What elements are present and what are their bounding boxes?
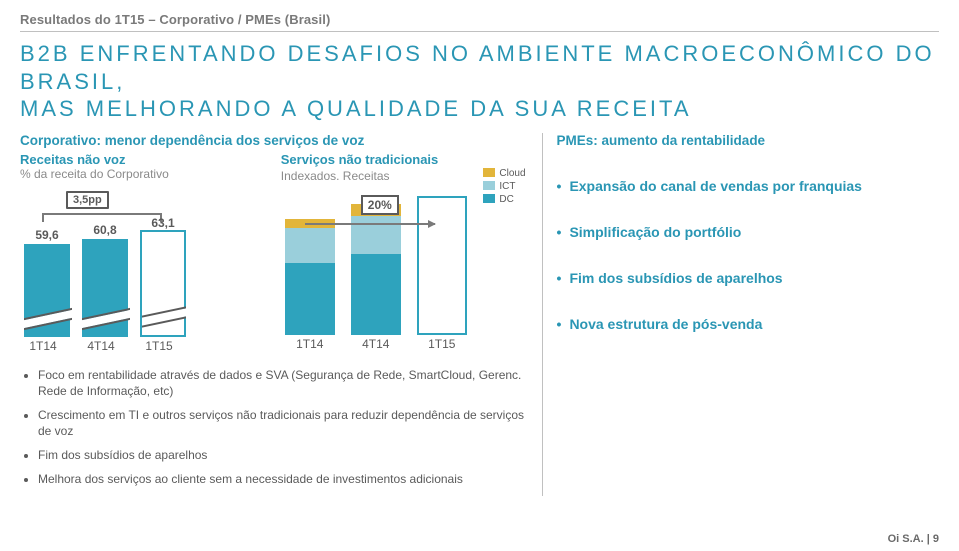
chartA-xlabel: 4T14 bbox=[78, 339, 124, 353]
chartB-title: Serviços não tradicionais bbox=[281, 152, 526, 167]
title-line-1: B2B ENFRENTANDO DESAFIOS NO AMBIENTE MAC… bbox=[20, 40, 939, 95]
chart-receitas-nao-voz: Receitas não voz % da receita do Corpora… bbox=[20, 152, 265, 353]
chartB-xlabel: 1T15 bbox=[417, 337, 467, 351]
chartA-bar: 59,6 bbox=[24, 244, 70, 336]
axis-break bbox=[82, 309, 130, 327]
chartB-segment bbox=[351, 254, 401, 335]
axis-break bbox=[142, 308, 186, 325]
title-line-2: MAS MELHORANDO A QUALIDADE DA SUA RECEIT… bbox=[20, 95, 939, 123]
chartB-segment bbox=[417, 249, 467, 334]
chartB-xlabel: 1T14 bbox=[285, 337, 335, 351]
chartA-value-label: 59,6 bbox=[24, 228, 70, 242]
left-subhead: Corporativo: menor dependência dos servi… bbox=[20, 133, 526, 148]
left-bullets: Foco em rentabilidade através de dados e… bbox=[20, 367, 526, 488]
chartB-growth-label: 20% bbox=[361, 195, 399, 215]
chartB-bar bbox=[417, 196, 467, 334]
chartB-segment bbox=[285, 263, 335, 335]
chartB-segment bbox=[351, 216, 401, 254]
chartA-bar: 60,8 bbox=[82, 239, 128, 336]
chartB-subtitle: Indexados. Receitas bbox=[281, 169, 390, 183]
chartB-segment bbox=[417, 208, 467, 250]
chartA-bar: 63,1 bbox=[140, 230, 186, 337]
left-bullet: Melhora dos serviços ao cliente sem a ne… bbox=[38, 471, 526, 487]
right-bullet: Simplificação do portfólio bbox=[557, 224, 939, 240]
right-subhead: PMEs: aumento da rentabilidade bbox=[557, 133, 939, 148]
legend-label: Cloud bbox=[499, 168, 525, 179]
chartA-xlabel: 1T15 bbox=[136, 339, 182, 353]
chartA-value-label: 63,1 bbox=[142, 216, 184, 230]
chartB-segment bbox=[417, 196, 467, 208]
page-title: B2B ENFRENTANDO DESAFIOS NO AMBIENTE MAC… bbox=[20, 40, 939, 123]
chartB-segment bbox=[285, 228, 335, 263]
page-footer: Oi S.A. | 9 bbox=[888, 533, 939, 545]
chartB-bar bbox=[285, 219, 335, 334]
left-bullet: Crescimento em TI e outros serviços não … bbox=[38, 407, 526, 439]
chartA-value-label: 60,8 bbox=[82, 223, 128, 237]
chartB-xlabel: 4T14 bbox=[351, 337, 401, 351]
legend-row: Cloud bbox=[483, 167, 525, 180]
left-bullet: Fim dos subsídios de aparelhos bbox=[38, 447, 526, 463]
chartA-subtitle: % da receita do Corporativo bbox=[20, 167, 265, 181]
left-bullet: Foco em rentabilidade através de dados e… bbox=[38, 367, 526, 399]
chartB-arrow bbox=[305, 223, 435, 225]
right-bullet: Expansão do canal de vendas por franquia… bbox=[557, 178, 939, 194]
right-bullet: Nova estrutura de pós-venda bbox=[557, 316, 939, 332]
right-bullet: Fim dos subsídios de aparelhos bbox=[557, 270, 939, 286]
legend-swatch bbox=[483, 168, 495, 177]
chartA-xlabel: 1T14 bbox=[20, 339, 66, 353]
chartA-title: Receitas não voz bbox=[20, 152, 265, 167]
chart-servicos-nao-tradicionais: Serviços não tradicionais Indexados. Rec… bbox=[281, 152, 526, 353]
axis-break bbox=[24, 309, 72, 327]
breadcrumb: Resultados do 1T15 – Corporativo / PMEs … bbox=[20, 12, 939, 32]
